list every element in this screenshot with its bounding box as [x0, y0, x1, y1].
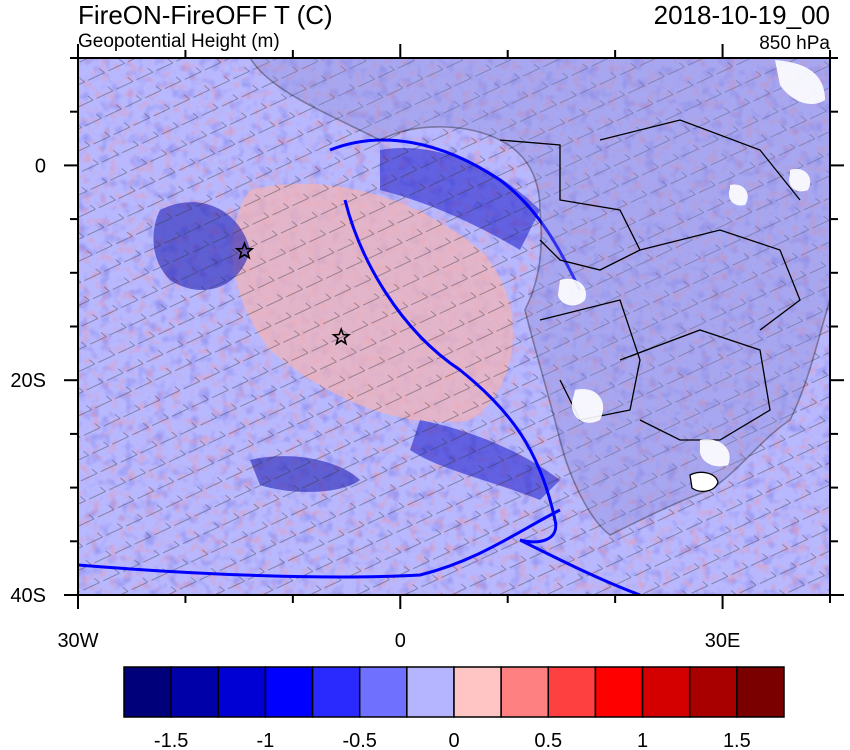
colorbar-label: 1 [637, 730, 648, 750]
x-tick-label: 0 [395, 630, 406, 652]
height-contour-3 [78, 508, 561, 579]
colorbar-labels: -1.5 -1 -0.5 0 0.5 1 1.5 [154, 730, 751, 750]
y-tick-label: 0 [35, 155, 46, 177]
colorbar-swatch [217, 666, 267, 718]
axis-ticks [64, 44, 844, 609]
colorbar-swatch [358, 666, 408, 718]
country-border-1 [499, 139, 641, 271]
map-title: FireON-FireOFF T (C) [78, 0, 333, 30]
colorbar-swatch [594, 666, 644, 718]
colorbar-swatch [264, 666, 314, 718]
colorbar-swatch [170, 666, 220, 718]
height-contour-1 [343, 199, 558, 544]
colorbar-swatch [736, 666, 785, 718]
wind-barbs [78, 58, 830, 595]
star-marker-2 [331, 326, 351, 346]
colorbar-label: -1.5 [154, 730, 188, 750]
map-level: 850 hPa [759, 33, 830, 54]
missing-data-patch-2 [571, 389, 604, 423]
colorbar-swatch [547, 666, 597, 718]
colorbar-swatch [500, 666, 550, 718]
colorbar-swatch [453, 666, 502, 718]
missing-data-patch-3 [699, 439, 730, 467]
colorbar-swatch [641, 666, 691, 718]
x-tick-label: 30W [57, 630, 98, 652]
colorbar-label: -0.5 [342, 730, 376, 750]
missing-data-patch-1 [558, 278, 586, 306]
colorbar [123, 666, 785, 718]
height-contour-4 [519, 538, 641, 595]
colorbar-label: 1.5 [723, 730, 751, 750]
colorbar-label: 0.5 [534, 730, 562, 750]
axis-tick-labels: 30W 0 30E 0 20S 40S [10, 155, 740, 652]
missing-data-patch-5 [789, 168, 811, 192]
map-subtitle: Geopotential Height (m) [78, 31, 280, 52]
lesotho-region [689, 471, 719, 493]
colorbar-swatch [688, 666, 738, 718]
map-plot-area [78, 58, 830, 595]
map-datetime: 2018-10-19_00 [653, 0, 830, 30]
africa-landmass [249, 58, 830, 536]
missing-data-patch-4 [775, 60, 825, 105]
country-border-3 [619, 329, 771, 441]
colorbar-label: 0 [448, 730, 459, 750]
colorbar-swatch [406, 666, 455, 718]
x-tick-label: 30E [705, 630, 741, 652]
missing-data-patch-6 [728, 184, 748, 206]
y-tick-label: 20S [10, 370, 46, 392]
colorbar-label: -1 [257, 730, 275, 750]
country-border-5 [599, 119, 801, 201]
colorbar-swatch [123, 666, 172, 718]
colorbar-swatch [311, 666, 361, 718]
star-marker-1 [234, 241, 255, 260]
height-contour-2 [329, 138, 582, 291]
country-border-4 [639, 229, 801, 331]
y-tick-label: 40S [10, 585, 46, 607]
